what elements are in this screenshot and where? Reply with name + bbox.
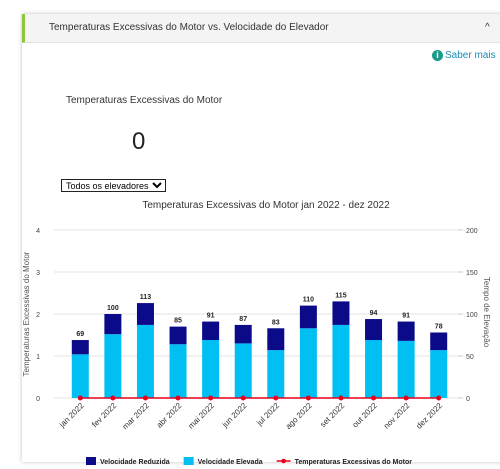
y2-tick-label: 100 — [466, 312, 478, 319]
bar-segment — [104, 334, 122, 398]
kpi-label: Temperaturas Excessivas do Motor — [66, 95, 223, 106]
bar-segment — [136, 303, 154, 325]
total-label: 91 — [207, 313, 215, 320]
total-label: 78 — [435, 323, 443, 330]
y-tick-label: 4 — [36, 228, 40, 235]
legend-label: Velocidade Elevada — [198, 459, 263, 466]
x-tick-label: mar 2022 — [121, 401, 152, 432]
bar-segment — [397, 340, 415, 398]
bar-segment — [365, 340, 383, 398]
y-tick-label: 0 — [36, 396, 40, 403]
y2-tick-label: 150 — [466, 270, 478, 277]
line-point — [305, 395, 311, 401]
total-label: 110 — [303, 297, 314, 304]
bar-segment — [332, 301, 350, 325]
bar-segment — [332, 324, 350, 398]
kpi-value: 0 — [132, 128, 146, 155]
total-label: 94 — [370, 310, 378, 317]
line-point — [338, 395, 344, 401]
x-tick-label: jul 2022 — [254, 401, 281, 428]
x-tick-label: jan 2022 — [57, 401, 86, 430]
bar-segment — [234, 343, 252, 398]
y-tick-label: 2 — [36, 312, 40, 319]
total-label: 113 — [140, 294, 151, 301]
bar-segment — [234, 324, 252, 344]
x-tick-label: jun 2022 — [220, 401, 249, 430]
y-axis-label: Temperaturas Excessivas do Motor — [22, 251, 31, 376]
elevator-filter[interactable]: Todos os elevadores — [61, 179, 166, 192]
legend-swatch — [86, 457, 96, 465]
line-point — [142, 395, 148, 401]
bar-segment — [169, 344, 187, 398]
total-label: 83 — [272, 319, 280, 326]
x-tick-label: out 2022 — [351, 401, 380, 430]
info-icon: i — [432, 50, 443, 61]
chart-title: Temperaturas Excessivas do Motor jan 202… — [142, 200, 390, 211]
learn-more[interactable]: i Saber mais — [432, 50, 496, 61]
bar-segment — [202, 340, 220, 398]
total-label: 69 — [76, 331, 84, 338]
bar-segment — [365, 319, 383, 341]
bar-segment — [430, 332, 448, 351]
bar-segment — [136, 324, 154, 398]
line-point — [77, 395, 83, 401]
bar-segment — [267, 328, 285, 351]
bar-segment — [267, 350, 285, 398]
x-tick-label: mai 2022 — [186, 401, 216, 431]
bar-segment — [299, 305, 317, 329]
legend-label: Temperaturas Excessivas do Motor — [295, 459, 413, 466]
x-tick-label: nov 2022 — [382, 401, 412, 431]
total-label: 87 — [239, 316, 247, 323]
panel-title: Temperaturas Excessivas do Motor vs. Vel… — [49, 22, 329, 33]
line-point — [208, 395, 214, 401]
total-label: 100 — [107, 305, 119, 312]
x-tick-label: abr 2022 — [155, 401, 184, 430]
panel-header[interactable]: Temperaturas Excessivas do Motor vs. Vel… — [22, 14, 500, 43]
total-label: 115 — [335, 292, 346, 299]
bar-segment — [430, 350, 448, 398]
x-tick-label: set 2022 — [318, 401, 346, 429]
x-tick-label: fev 2022 — [90, 401, 118, 429]
line-point — [436, 395, 442, 401]
line-point — [403, 395, 409, 401]
line-point — [240, 395, 246, 401]
bar-segment — [71, 340, 89, 355]
y2-tick-label: 50 — [466, 354, 474, 361]
line-point — [371, 395, 377, 401]
total-label: 91 — [402, 313, 410, 320]
line-point — [175, 395, 181, 401]
y-tick-label: 1 — [36, 354, 40, 361]
bar-segment — [104, 314, 122, 335]
y2-axis-label: Tempo de Elevação — [482, 277, 491, 348]
bar-segment — [71, 354, 89, 398]
legend-dot — [281, 458, 286, 464]
y2-tick-label: 0 — [466, 396, 470, 403]
line-point — [273, 395, 279, 401]
panel: Temperaturas Excessivas do Motor vs. Vel… — [22, 14, 500, 462]
bar-segment — [169, 326, 187, 345]
collapse-icon[interactable]: ^ — [485, 22, 490, 33]
x-tick-label: ago 2022 — [284, 401, 314, 431]
line-point — [110, 395, 116, 401]
legend-swatch — [183, 457, 194, 465]
learn-more-text: Saber mais — [445, 50, 496, 61]
bar-segment — [299, 328, 317, 398]
legend-label: Velocidade Reduzida — [100, 459, 170, 466]
y2-tick-label: 200 — [466, 228, 478, 235]
bar-segment — [397, 321, 415, 341]
y-tick-label: 3 — [36, 270, 40, 277]
total-label: 85 — [174, 318, 182, 325]
bar-segment — [202, 321, 220, 341]
x-tick-label: dez 2022 — [414, 401, 444, 431]
